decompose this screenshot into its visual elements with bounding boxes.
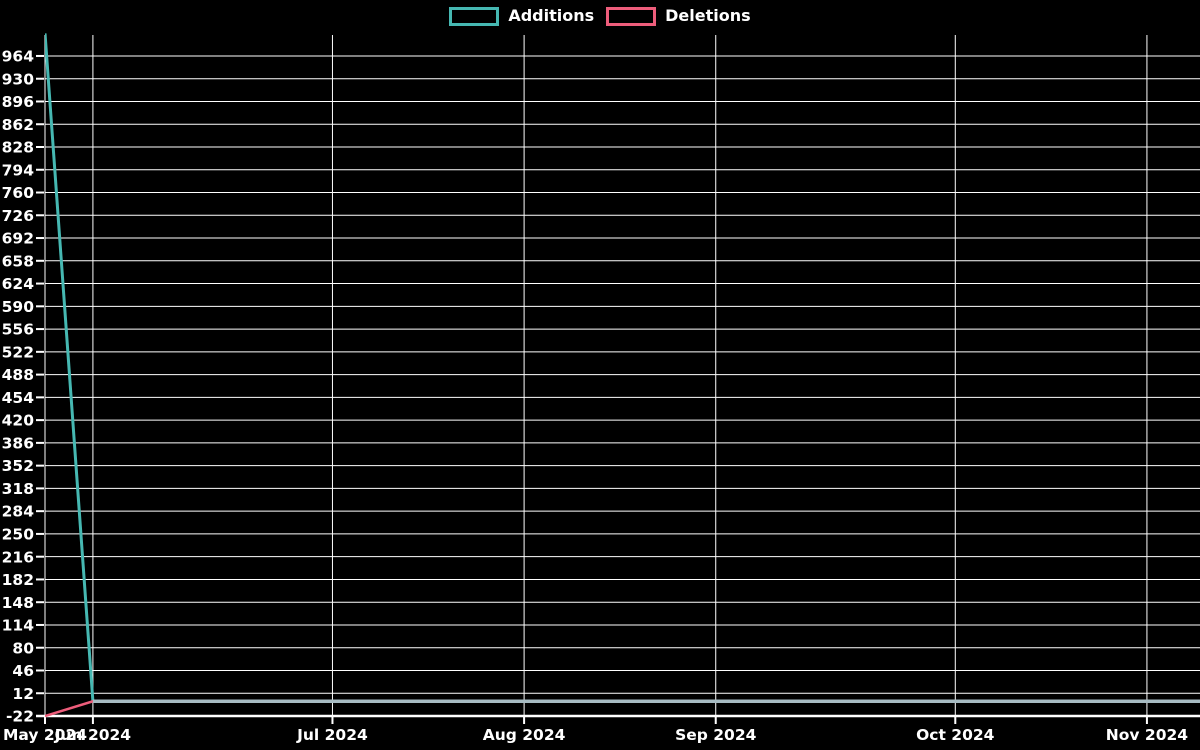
legend-item-deletions[interactable]: Deletions xyxy=(606,6,751,26)
y-tick-label: 726 xyxy=(2,207,34,225)
x-tick-label: Sep 2024 xyxy=(675,726,757,744)
y-tick-label: 692 xyxy=(2,230,34,248)
y-tick-label: 182 xyxy=(2,571,34,589)
legend-label-deletions: Deletions xyxy=(665,6,751,25)
y-tick-label: 420 xyxy=(2,412,35,430)
x-tick-label: Aug 2024 xyxy=(483,726,566,744)
y-tick-label: 658 xyxy=(2,252,34,270)
chart-legend: Additions Deletions xyxy=(0,6,1200,26)
y-tick-label: 862 xyxy=(2,116,34,134)
x-tick-label: Nov 2024 xyxy=(1106,726,1188,744)
y-tick-label: 80 xyxy=(12,639,34,657)
y-tick-label: 454 xyxy=(2,389,35,407)
y-tick-label: 794 xyxy=(2,161,35,179)
y-tick-label: 556 xyxy=(2,321,34,339)
y-tick-label: 930 xyxy=(2,70,35,88)
y-tick-label: 488 xyxy=(2,366,34,384)
y-tick-label: 250 xyxy=(2,526,35,544)
y-tick-label: 590 xyxy=(2,298,35,316)
y-tick-label: 148 xyxy=(2,594,34,612)
additions-swatch-icon xyxy=(449,6,500,26)
y-tick-label: 216 xyxy=(2,548,34,566)
legend-label-additions: Additions xyxy=(508,6,595,25)
y-tick-label: 12 xyxy=(12,685,34,703)
y-tick-label: 284 xyxy=(2,503,35,521)
y-tick-label: 896 xyxy=(2,93,34,111)
y-tick-label: 624 xyxy=(2,275,35,293)
y-tick-label: 318 xyxy=(2,480,34,498)
series-line-additions xyxy=(45,33,1195,703)
y-tick-label: 114 xyxy=(2,617,35,635)
y-tick-label: -22 xyxy=(6,708,34,726)
x-tick-label: Jun 2024 xyxy=(54,726,132,744)
deletions-swatch-icon xyxy=(606,6,657,26)
x-tick-label: Jul 2024 xyxy=(296,726,368,744)
y-tick-label: 828 xyxy=(2,139,34,157)
y-tick-label: 760 xyxy=(2,184,35,202)
y-tick-label: 964 xyxy=(2,48,35,66)
legend-item-additions[interactable]: Additions xyxy=(449,6,594,26)
y-tick-label: 46 xyxy=(12,662,34,680)
series-line-deletions xyxy=(45,700,1195,718)
x-tick-label: Oct 2024 xyxy=(916,726,995,744)
x-tick-label: May 2024 xyxy=(3,726,87,744)
y-tick-label: 522 xyxy=(2,343,34,361)
y-tick-label: 352 xyxy=(2,457,34,475)
y-tick-label: 386 xyxy=(2,434,34,452)
